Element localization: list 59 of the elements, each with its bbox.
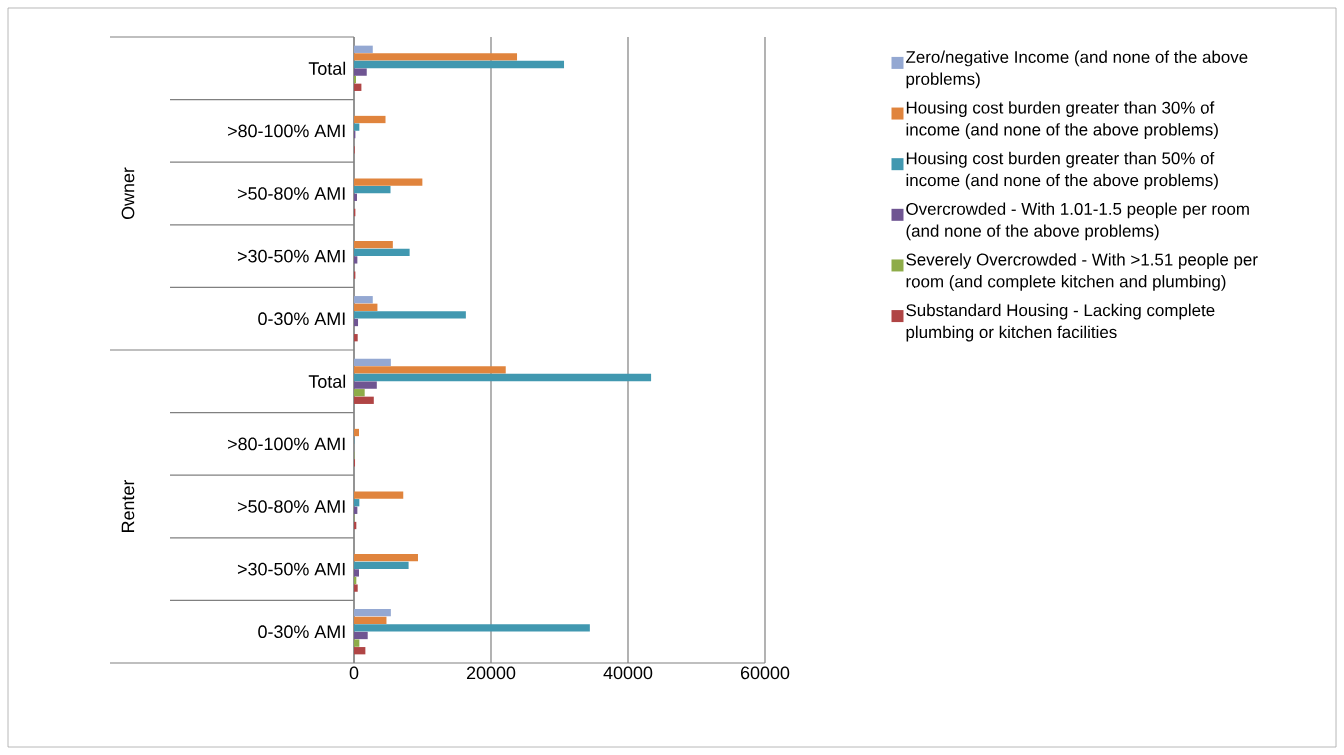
bar (354, 358, 391, 366)
y-tick-label: >80-100% AMI (228, 437, 345, 451)
bar (354, 83, 362, 91)
text: Renter (121, 479, 135, 532)
bar (354, 115, 386, 124)
bar (354, 639, 360, 647)
bar (354, 45, 373, 53)
bar (354, 334, 358, 342)
bar (354, 389, 365, 397)
bar (354, 303, 378, 311)
bar (354, 491, 404, 499)
bar (354, 241, 393, 249)
legend-label: Substandard Housing - Lacking complete plumbing or kitchen facilities (906, 303, 1215, 342)
bar (354, 499, 360, 507)
bar (354, 193, 358, 201)
bar (354, 647, 366, 655)
x-tick-label: 20000 (466, 666, 516, 680)
bar (354, 186, 391, 194)
legend-label: Severely Overcrowded - With >1.51 people per room (and complete kitchen and plumbing) (906, 253, 1258, 291)
y-tick-label: >80-100% AMI (228, 124, 345, 138)
bar (354, 248, 410, 256)
y-tick-label: Total (308, 61, 346, 75)
y-tick-label: 0-30% AMI (258, 312, 345, 326)
bar (354, 311, 466, 319)
legend-label: Zero/negative Income (and none of the above problems) (906, 50, 1248, 89)
bar (354, 381, 377, 389)
bar (354, 123, 360, 131)
bar (354, 609, 391, 617)
y-tick-label: >50-80% AMI (237, 187, 345, 200)
bar (354, 616, 387, 624)
x-tick-label: 40000 (603, 666, 653, 680)
bar (354, 60, 565, 69)
x-tick-label: 60000 (740, 666, 790, 680)
y-tick-label: >30-50% AMI (237, 562, 345, 576)
bar (354, 428, 359, 437)
bar (354, 296, 373, 304)
bar (354, 318, 359, 327)
bar (354, 561, 409, 569)
bar (354, 68, 367, 76)
bar (354, 624, 590, 632)
bar (354, 178, 423, 186)
bar (354, 631, 368, 640)
bar (354, 569, 359, 577)
x-tick-label: 0 (349, 666, 359, 680)
bar (354, 53, 518, 61)
y-tick-label: 0-30% AMI (258, 625, 345, 639)
bar (354, 554, 418, 562)
legend-label: Overcrowded - With 1.01-1.5 people per room (and none of the above problems) (906, 202, 1249, 241)
y-tick-label: >50-80% AMI (237, 500, 345, 513)
bar (354, 584, 358, 592)
y-tick-label: >30-50% AMI (237, 249, 345, 263)
y-tick-label: Total (308, 374, 346, 388)
bar (354, 396, 374, 404)
bar (354, 373, 652, 382)
bar (354, 366, 506, 374)
bar (354, 256, 358, 264)
text: Owner (121, 167, 135, 220)
legend-label: Housing cost burden greater than 30% of income (and none of the above problems) (906, 101, 1218, 139)
legend-label: Housing cost burden greater than 50% of income (and none of the above problems) (906, 151, 1218, 190)
